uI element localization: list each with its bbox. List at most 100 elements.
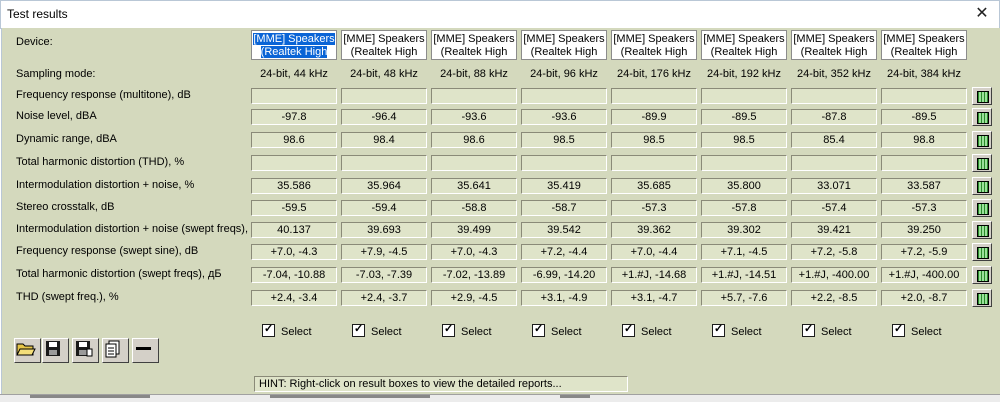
graph-report-button[interactable] xyxy=(972,266,992,284)
checkbox-box[interactable]: ✓ xyxy=(622,323,635,337)
select-checkbox[interactable]: ✓ Select xyxy=(892,323,942,338)
result-cell[interactable]: 35.964 xyxy=(341,178,427,194)
select-checkbox[interactable]: ✓ Select xyxy=(622,323,672,338)
result-cell[interactable]: +1.#J, -400.00 xyxy=(881,267,967,283)
result-cell[interactable]: 33.587 xyxy=(881,178,967,194)
device-selector[interactable]: [MME] Speakers (Realtek High xyxy=(521,30,607,60)
checkbox-box[interactable]: ✓ xyxy=(352,323,365,337)
result-cell[interactable]: +2.2, -8.5 xyxy=(791,290,877,306)
graph-report-button[interactable] xyxy=(972,289,992,307)
result-cell[interactable]: -89.5 xyxy=(881,109,967,125)
graph-report-button[interactable] xyxy=(972,108,992,126)
result-cell[interactable]: 98.4 xyxy=(341,132,427,148)
result-cell[interactable]: 35.685 xyxy=(611,178,697,194)
select-checkbox[interactable]: ✓ Select xyxy=(262,323,312,338)
result-cell[interactable]: 35.800 xyxy=(701,178,787,194)
result-cell[interactable]: -97.8 xyxy=(251,109,337,125)
device-selector[interactable]: [MME] Speakers (Realtek High xyxy=(791,30,877,60)
result-cell[interactable]: -58.8 xyxy=(431,200,517,216)
result-cell[interactable] xyxy=(251,88,337,104)
result-cell[interactable]: -7.03, -7.39 xyxy=(341,267,427,283)
result-cell[interactable] xyxy=(791,88,877,104)
result-cell[interactable]: 39.362 xyxy=(611,222,697,238)
result-cell[interactable]: 39.302 xyxy=(701,222,787,238)
device-selector[interactable]: [MME] Speakers (Realtek High xyxy=(251,30,337,60)
result-cell[interactable]: +2.9, -4.5 xyxy=(431,290,517,306)
result-cell[interactable] xyxy=(701,155,787,171)
result-cell[interactable]: 35.419 xyxy=(521,178,607,194)
checkbox-box[interactable]: ✓ xyxy=(712,323,725,337)
result-cell[interactable]: -57.8 xyxy=(701,200,787,216)
checkbox-box[interactable]: ✓ xyxy=(892,323,905,337)
result-cell[interactable]: +1.#J, -14.51 xyxy=(701,267,787,283)
result-cell[interactable]: -7.02, -13.89 xyxy=(431,267,517,283)
result-cell[interactable]: -7.04, -10.88 xyxy=(251,267,337,283)
result-cell[interactable]: -58.7 xyxy=(521,200,607,216)
result-cell[interactable] xyxy=(881,88,967,104)
open-folder-button[interactable] xyxy=(14,338,41,363)
graph-report-button[interactable] xyxy=(972,154,992,172)
result-cell[interactable]: 98.6 xyxy=(431,132,517,148)
result-cell[interactable]: -57.3 xyxy=(881,200,967,216)
result-cell[interactable] xyxy=(611,88,697,104)
device-selector[interactable]: [MME] Speakers (Realtek High xyxy=(611,30,697,60)
result-cell[interactable]: +2.0, -8.7 xyxy=(881,290,967,306)
result-cell[interactable]: 98.5 xyxy=(521,132,607,148)
result-cell[interactable]: +5.7, -7.6 xyxy=(701,290,787,306)
result-cell[interactable]: 33.071 xyxy=(791,178,877,194)
result-cell[interactable] xyxy=(701,88,787,104)
result-cell[interactable]: -59.5 xyxy=(251,200,337,216)
graph-report-button[interactable] xyxy=(972,131,992,149)
graph-report-button[interactable] xyxy=(972,199,992,217)
result-cell[interactable]: +2.4, -3.7 xyxy=(341,290,427,306)
result-cell[interactable] xyxy=(791,155,877,171)
result-cell[interactable]: +7.2, -4.4 xyxy=(521,244,607,260)
result-cell[interactable]: -57.4 xyxy=(791,200,877,216)
result-cell[interactable]: 85.4 xyxy=(791,132,877,148)
checkbox-box[interactable]: ✓ xyxy=(532,323,545,337)
result-cell[interactable] xyxy=(251,155,337,171)
result-cell[interactable]: +7.9, -4.5 xyxy=(341,244,427,260)
device-selector[interactable]: [MME] Speakers (Realtek High xyxy=(881,30,967,60)
select-checkbox[interactable]: ✓ Select xyxy=(532,323,582,338)
checkbox-box[interactable]: ✓ xyxy=(442,323,455,337)
result-cell[interactable] xyxy=(431,88,517,104)
result-cell[interactable]: +1.#J, -400.00 xyxy=(791,267,877,283)
result-cell[interactable]: -6.99, -14.20 xyxy=(521,267,607,283)
result-cell[interactable]: 39.693 xyxy=(341,222,427,238)
copy-report-button[interactable] xyxy=(102,338,129,363)
result-cell[interactable]: -93.6 xyxy=(521,109,607,125)
result-cell[interactable]: +7.2, -5.8 xyxy=(791,244,877,260)
result-cell[interactable]: -89.9 xyxy=(611,109,697,125)
result-cell[interactable]: 39.250 xyxy=(881,222,967,238)
device-selector[interactable]: [MME] Speakers (Realtek High xyxy=(431,30,517,60)
result-cell[interactable]: 98.5 xyxy=(611,132,697,148)
result-cell[interactable]: -93.6 xyxy=(431,109,517,125)
select-checkbox[interactable]: ✓ Select xyxy=(352,323,402,338)
result-cell[interactable] xyxy=(431,155,517,171)
result-cell[interactable]: 35.641 xyxy=(431,178,517,194)
result-cell[interactable] xyxy=(881,155,967,171)
result-cell[interactable]: +7.1, -4.5 xyxy=(701,244,787,260)
result-cell[interactable]: +7.2, -5.9 xyxy=(881,244,967,260)
result-cell[interactable]: +7.0, -4.3 xyxy=(251,244,337,260)
result-cell[interactable]: 39.542 xyxy=(521,222,607,238)
graph-report-button[interactable] xyxy=(972,177,992,195)
result-cell[interactable]: +2.4, -3.4 xyxy=(251,290,337,306)
result-cell[interactable]: -89.5 xyxy=(701,109,787,125)
result-cell[interactable]: -59.4 xyxy=(341,200,427,216)
graph-report-button[interactable] xyxy=(972,221,992,239)
result-cell[interactable] xyxy=(521,155,607,171)
result-cell[interactable] xyxy=(341,155,427,171)
checkbox-box[interactable]: ✓ xyxy=(262,323,275,337)
select-checkbox[interactable]: ✓ Select xyxy=(442,323,492,338)
save-button[interactable] xyxy=(42,338,69,363)
result-cell[interactable]: +3.1, -4.9 xyxy=(521,290,607,306)
result-cell[interactable]: 98.8 xyxy=(881,132,967,148)
minus-button[interactable] xyxy=(132,338,159,363)
device-selector[interactable]: [MME] Speakers (Realtek High xyxy=(341,30,427,60)
checkbox-box[interactable]: ✓ xyxy=(802,323,815,337)
device-selector[interactable]: [MME] Speakers (Realtek High xyxy=(701,30,787,60)
save-as-button[interactable] xyxy=(72,338,99,363)
result-cell[interactable]: 39.421 xyxy=(791,222,877,238)
